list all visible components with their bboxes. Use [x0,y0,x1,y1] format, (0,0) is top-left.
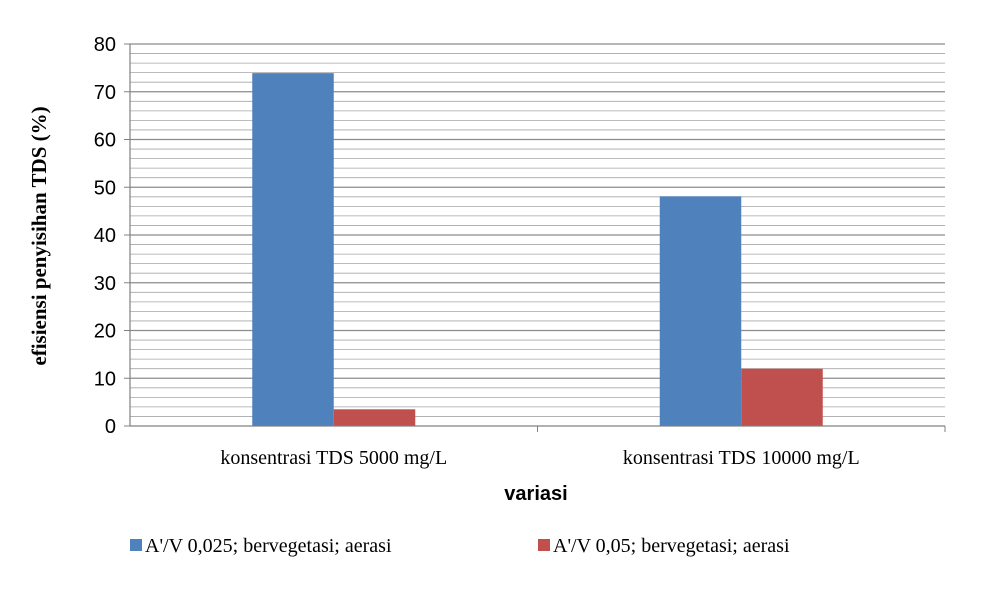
bar [252,73,334,426]
y-tick-label: 20 [94,321,116,343]
legend: A'/V 0,025; bervegetasi; aerasi A'/V 0,05… [130,535,790,557]
x-category-labels: konsentrasi TDS 5000 mg/L konsentrasi TDS… [220,447,859,469]
bar [741,368,823,426]
y-tick-label: 40 [94,225,116,247]
legend-entry: A'/V 0,025; bervegetasi; aerasi [145,535,392,557]
x-category-label: konsentrasi TDS 10000 mg/L [623,447,860,469]
bar [659,196,742,426]
legend-entry: A'/V 0,05; bervegetasi; aerasi [553,535,790,557]
y-tick-label: 70 [94,82,116,104]
y-tick-label: 60 [94,130,116,152]
y-tick-label: 50 [94,177,116,199]
axes [124,43,946,432]
bar [333,409,416,426]
y-axis-label: efisiensi penyisihan TDS (%) [27,106,51,365]
y-tick-label: 0 [105,416,116,438]
x-axis-label: variasi [504,483,567,505]
y-tick-label: 30 [94,273,116,295]
bars [252,73,823,426]
x-category-label: konsentrasi TDS 5000 mg/L [220,447,447,469]
y-tick-label: 80 [94,34,116,56]
legend-swatch [130,539,142,551]
legend-swatch [538,539,550,551]
y-tick-labels: 0 10 20 30 40 50 60 70 80 [94,34,116,438]
y-tick-label: 10 [94,368,116,390]
